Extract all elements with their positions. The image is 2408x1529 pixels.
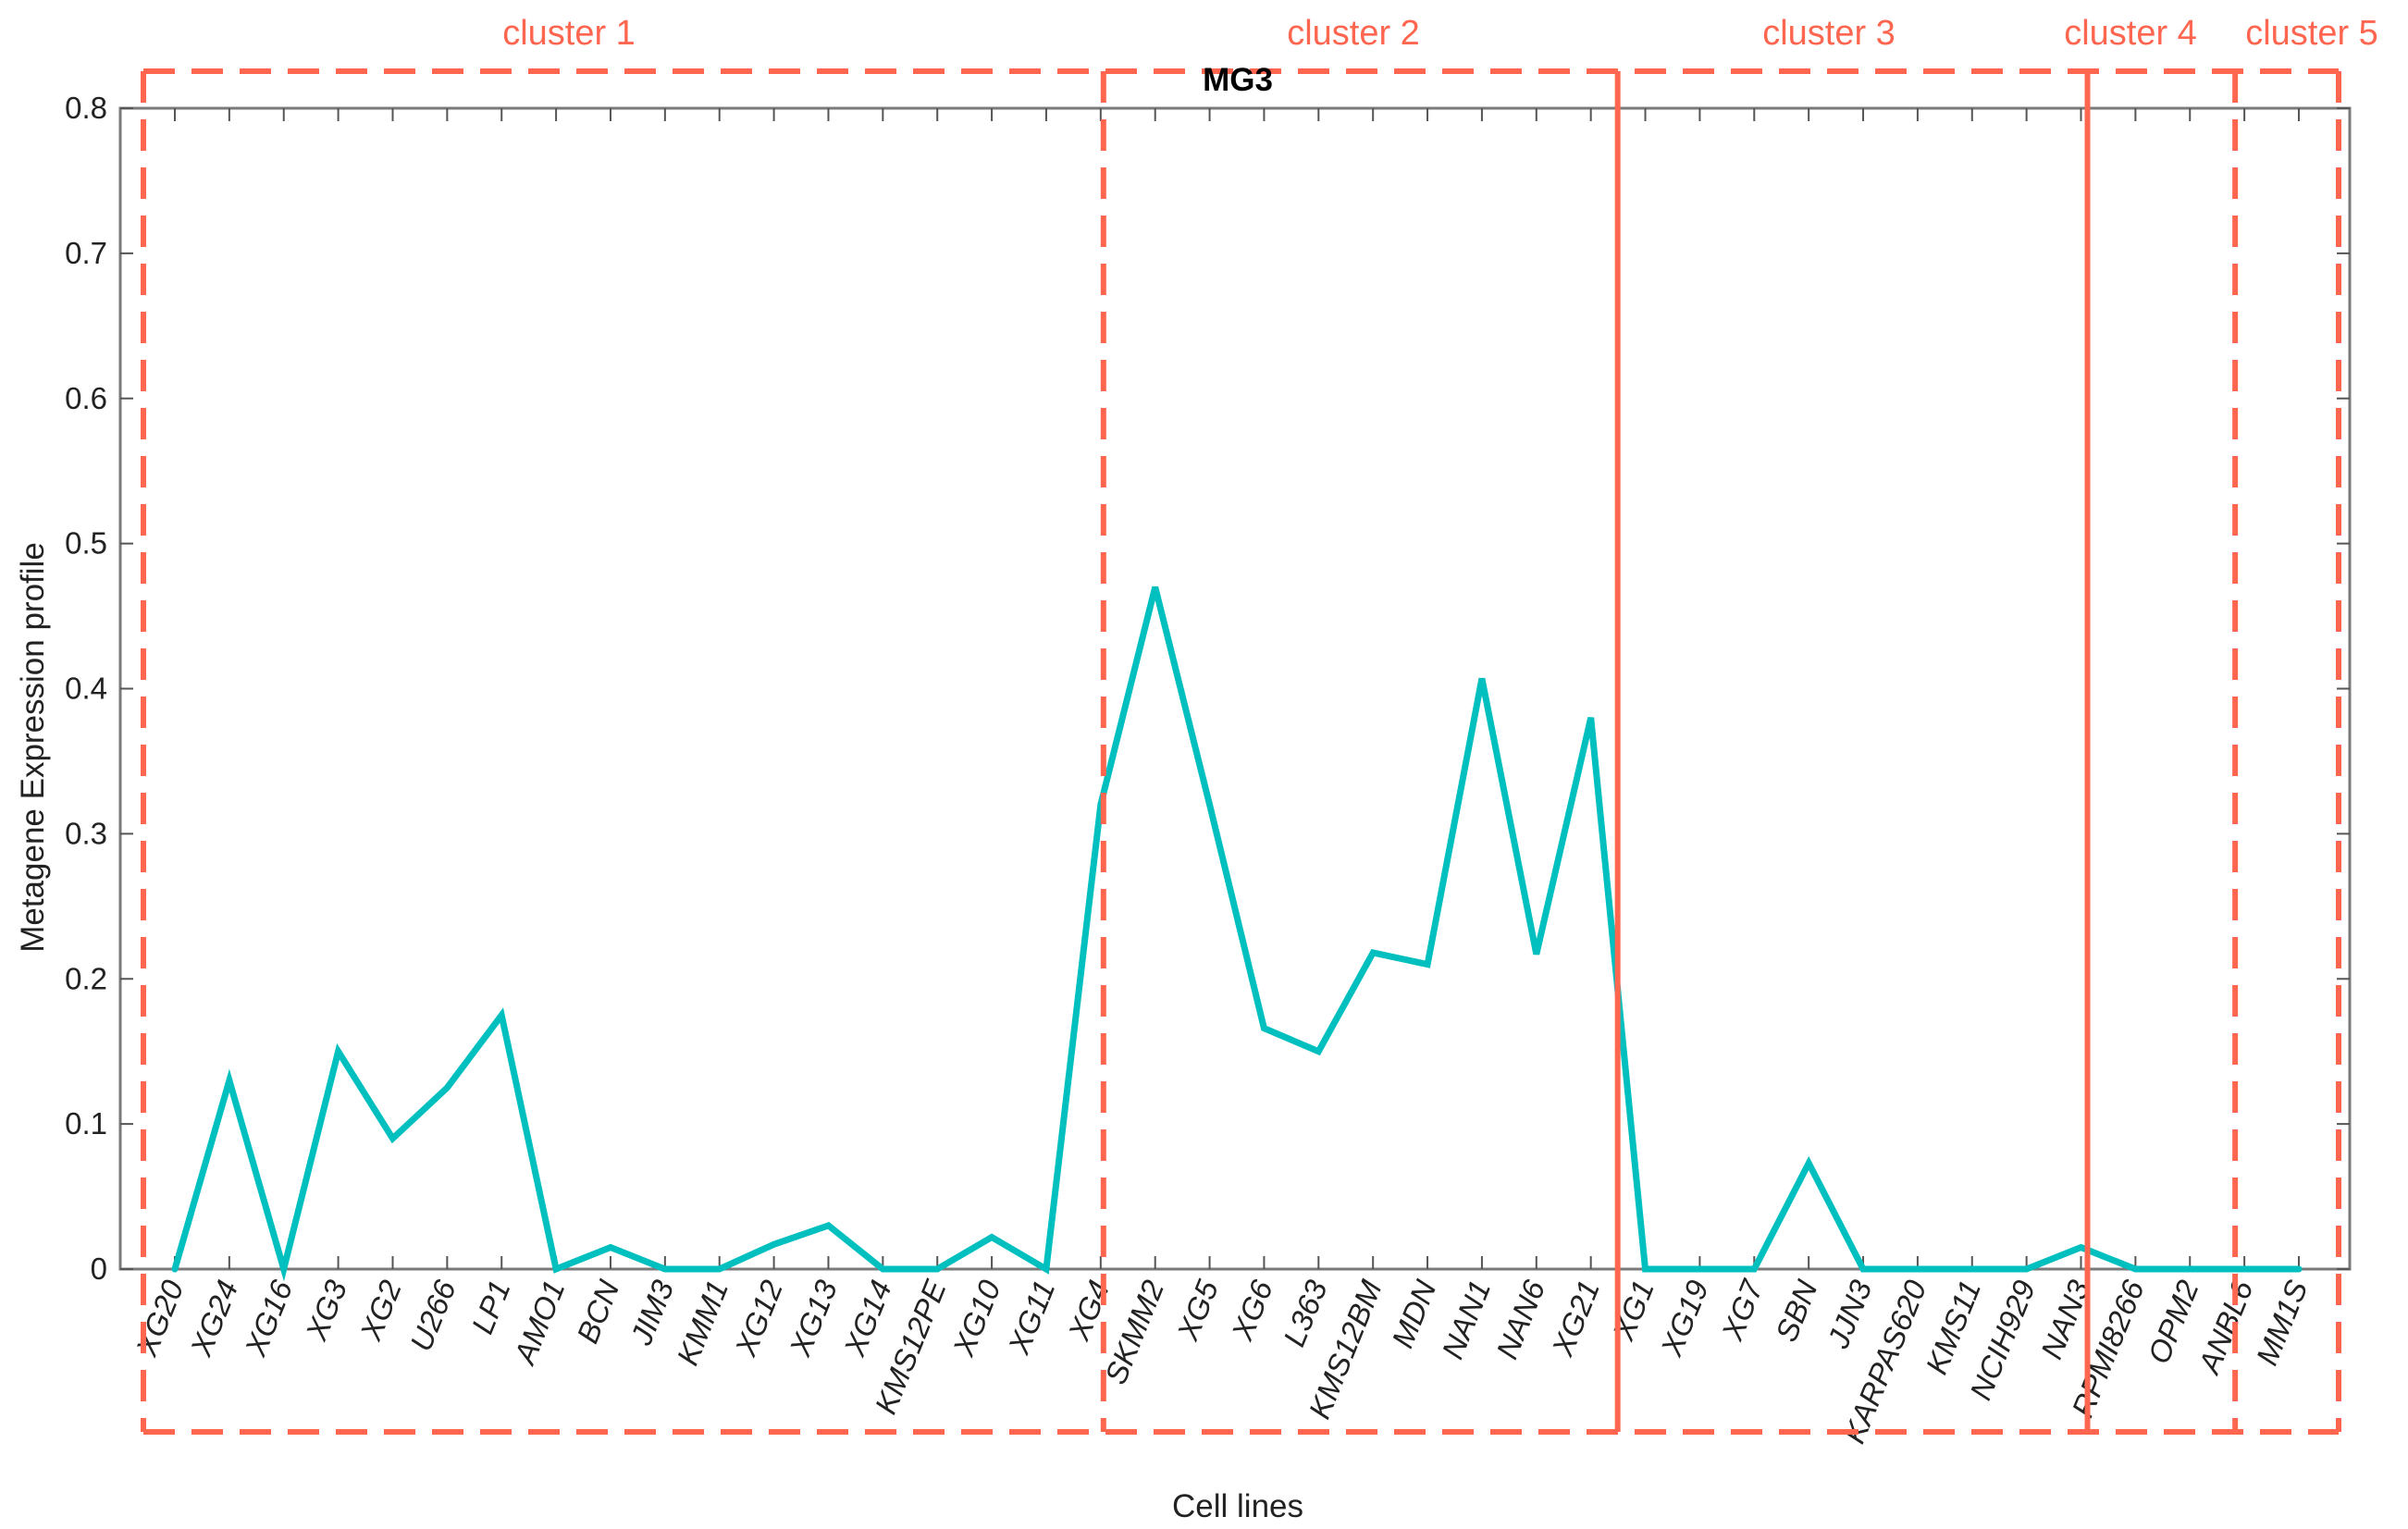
- x-tick-label: XG2: [353, 1276, 408, 1346]
- cluster-label: cluster 4: [2064, 14, 2197, 53]
- y-tick-label: 0.1: [65, 1106, 107, 1141]
- plot-frame: [118, 106, 2352, 1271]
- x-tick-label: XG6: [1225, 1275, 1280, 1346]
- y-tick-label: 0.3: [65, 816, 107, 850]
- cluster-label: cluster 3: [1762, 14, 1896, 53]
- x-tick-label: SBN: [1769, 1276, 1824, 1347]
- chart-title: MG3: [1203, 62, 1273, 98]
- x-tick-label: XG12: [728, 1276, 789, 1362]
- x-tick-label: XG14: [837, 1276, 898, 1362]
- x-tick-label: MDN: [1385, 1276, 1443, 1353]
- x-tick-label: BCN: [570, 1276, 625, 1349]
- cluster-label: cluster 2: [1287, 14, 1420, 53]
- x-tick-label: XG24: [183, 1276, 244, 1362]
- x-tick-label: XG5: [1170, 1275, 1226, 1346]
- y-axis: 0 0.1 0.2 0.3 0.4 0.5 0.6 0.7 0.8: [65, 91, 2350, 1286]
- x-tick-label: XG20: [129, 1275, 191, 1362]
- y-tick-label: 0.4: [65, 672, 107, 706]
- x-tick-label: NAN1: [1435, 1276, 1497, 1363]
- cluster-label: cluster 5: [2245, 14, 2378, 53]
- x-tick-label: XG3: [299, 1275, 354, 1346]
- series-line: [171, 586, 2303, 1282]
- x-tick-label: JIM3: [624, 1275, 681, 1350]
- x-tick-label: XG1: [1606, 1276, 1661, 1346]
- x-tick-label: L363: [1277, 1275, 1334, 1351]
- y-axis-title: Metagene Expression profile: [15, 542, 51, 953]
- x-tick-label: U266: [403, 1275, 463, 1356]
- y-tick-label: 0.7: [65, 236, 107, 270]
- y-tick-label: 0.6: [65, 381, 107, 415]
- y-tick-label: 0.8: [65, 91, 107, 125]
- cluster-layer: cluster 1 cluster 2 cluster 3 cluster 4 clus…: [141, 14, 2378, 1435]
- y-tick-label: 0: [91, 1252, 107, 1286]
- x-tick-label: NAN6: [1489, 1275, 1552, 1363]
- x-tick-label: XG11: [1001, 1276, 1061, 1360]
- plot-border: [118, 106, 2352, 1271]
- y-tick-label: 0.5: [65, 526, 107, 561]
- x-tick-label: XG10: [945, 1275, 1007, 1362]
- x-tick-label: XG21: [1545, 1276, 1606, 1362]
- x-tick-label: XG16: [238, 1275, 300, 1362]
- x-tick-label: XG7: [1714, 1274, 1770, 1346]
- x-tick-label: XG13: [783, 1275, 845, 1362]
- x-tick-label: XG4: [1061, 1276, 1116, 1346]
- x-tick-label: JJN3: [1821, 1275, 1879, 1353]
- x-tick-label: LP1: [464, 1276, 516, 1338]
- y-tick-label: 0.2: [65, 961, 107, 995]
- cluster-label: cluster 1: [502, 14, 636, 53]
- x-axis-title: Cell lines: [1172, 1488, 1303, 1524]
- series-layer: [171, 586, 2303, 1282]
- x-tick-label: XG19: [1654, 1276, 1715, 1362]
